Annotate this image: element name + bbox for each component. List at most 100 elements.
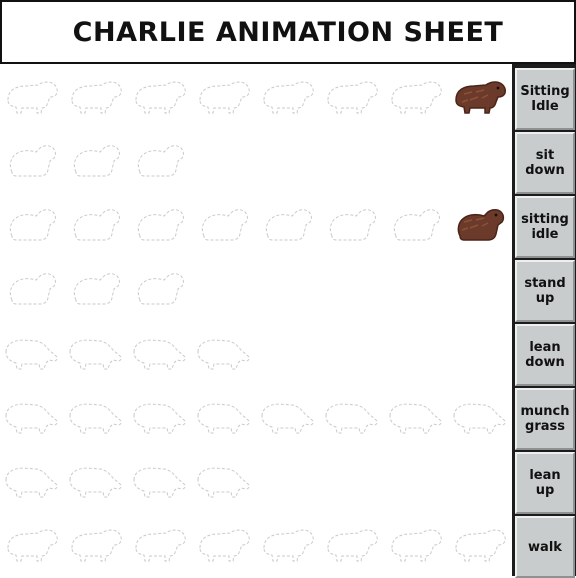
animation-button-sitting-idle-2[interactable]: sitting idle xyxy=(515,196,575,258)
sprite-frame-outline xyxy=(64,512,128,576)
capybara-outline-icon xyxy=(7,529,58,562)
animation-button-sitting-idle[interactable]: Sitting Idle xyxy=(515,68,575,130)
capybara-body xyxy=(389,403,442,434)
sprite-frame-outline xyxy=(0,512,64,576)
sprite-frame-outline xyxy=(64,128,128,192)
capybara-body xyxy=(73,145,120,177)
capybara-outline-icon xyxy=(325,403,378,434)
capybara-sprite-icon xyxy=(455,81,506,114)
capybara-body xyxy=(7,529,58,562)
capybara-outline-icon xyxy=(263,81,314,114)
capybara-outline-icon xyxy=(69,467,122,498)
animation-button-stand-up[interactable]: stand up xyxy=(515,260,575,322)
capybara-body xyxy=(135,529,186,562)
animation-row xyxy=(0,512,512,576)
capybara-outline-icon xyxy=(73,209,120,241)
sprite-frame-outline xyxy=(128,384,192,448)
sprite-frame-outline xyxy=(128,512,192,576)
sprite-frame-outline xyxy=(384,64,448,128)
animation-row xyxy=(0,192,512,256)
sprite-grid xyxy=(0,64,512,576)
capybara-sprite-icon xyxy=(457,209,505,241)
animation-button-walk[interactable]: walk xyxy=(515,516,575,578)
capybara-body xyxy=(135,81,186,114)
capybara-eye xyxy=(494,213,498,217)
capybara-eye xyxy=(496,86,500,90)
sprite-frame-outline xyxy=(320,64,384,128)
capybara-outline-icon xyxy=(135,529,186,562)
capybara-body xyxy=(133,339,186,370)
fur-stroke xyxy=(475,217,485,221)
fur-stroke xyxy=(481,94,489,99)
capybara-body xyxy=(137,145,184,177)
capybara-outline-icon xyxy=(9,273,56,305)
capybara-body xyxy=(263,81,314,114)
capybara-body xyxy=(7,81,58,114)
sprite-frame-outline xyxy=(320,384,384,448)
capybara-outline-icon xyxy=(137,209,184,241)
sprite-frame-outline xyxy=(448,512,512,576)
capybara-body xyxy=(265,209,312,241)
sprite-frame-outline xyxy=(64,384,128,448)
animation-row xyxy=(0,64,512,128)
sprite-frame-outline xyxy=(64,256,128,320)
animation-button-lean-up[interactable]: lean up xyxy=(515,452,575,514)
capybara-body xyxy=(9,145,56,177)
sprite-frame-outline xyxy=(64,64,128,128)
capybara-body xyxy=(199,529,250,562)
capybara-outline-icon xyxy=(5,467,58,498)
capybara-outline-icon xyxy=(69,339,122,370)
capybara-body xyxy=(325,403,378,434)
sprite-frame-outline xyxy=(256,512,320,576)
animation-button-lean-down[interactable]: lean down xyxy=(515,324,575,386)
sprite-frame-outline xyxy=(192,384,256,448)
capybara-body xyxy=(197,339,250,370)
capybara-body xyxy=(453,403,506,434)
fur-stroke xyxy=(481,222,489,227)
sprite-frame-outline xyxy=(128,448,192,512)
sprite-frame-outline xyxy=(128,64,192,128)
capybara-outline-icon xyxy=(261,403,314,434)
capybara-outline-icon xyxy=(73,273,120,305)
capybara-outline-icon xyxy=(197,467,250,498)
capybara-body xyxy=(5,403,58,434)
sprite-frame-outline xyxy=(192,192,256,256)
sprite-frame-outline xyxy=(384,192,448,256)
capybara-body xyxy=(261,403,314,434)
fur-stroke xyxy=(469,224,479,229)
animation-row xyxy=(0,384,512,448)
sprite-frame-outline xyxy=(384,384,448,448)
capybara-outline-icon xyxy=(9,145,56,177)
animation-button-sit-down[interactable]: sit down xyxy=(515,132,575,194)
capybara-outline-icon xyxy=(5,339,58,370)
fur-stroke xyxy=(463,91,473,95)
capybara-outline-icon xyxy=(391,529,442,562)
capybara-body xyxy=(455,529,506,562)
capybara-outline-icon xyxy=(69,403,122,434)
capybara-outline-icon xyxy=(389,403,442,434)
fur-stroke xyxy=(475,89,485,93)
capybara-outline-icon xyxy=(201,209,248,241)
capybara-body xyxy=(5,339,58,370)
sprite-frame-outline xyxy=(256,64,320,128)
animation-row xyxy=(0,128,512,192)
capybara-outline-icon xyxy=(329,209,376,241)
sprite-frame-outline xyxy=(0,256,64,320)
animation-row xyxy=(0,448,512,512)
capybara-outline-icon xyxy=(5,403,58,434)
sprite-frame-outline xyxy=(0,192,64,256)
fur-stroke xyxy=(469,96,479,101)
sprite-frame-outline xyxy=(320,192,384,256)
capybara-body xyxy=(69,403,122,434)
capybara-outline-icon xyxy=(455,529,506,562)
animation-button-munch-grass[interactable]: munch grass xyxy=(515,388,575,450)
capybara-outline-icon xyxy=(73,145,120,177)
capybara-outline-icon xyxy=(327,529,378,562)
capybara-outline-icon xyxy=(197,403,250,434)
sprite-frame-outline xyxy=(192,320,256,384)
sprite-frame-outline xyxy=(0,384,64,448)
sprite-frame-filled xyxy=(448,192,512,256)
capybara-outline-icon xyxy=(133,339,186,370)
capybara-body xyxy=(133,403,186,434)
capybara-body xyxy=(455,81,506,114)
